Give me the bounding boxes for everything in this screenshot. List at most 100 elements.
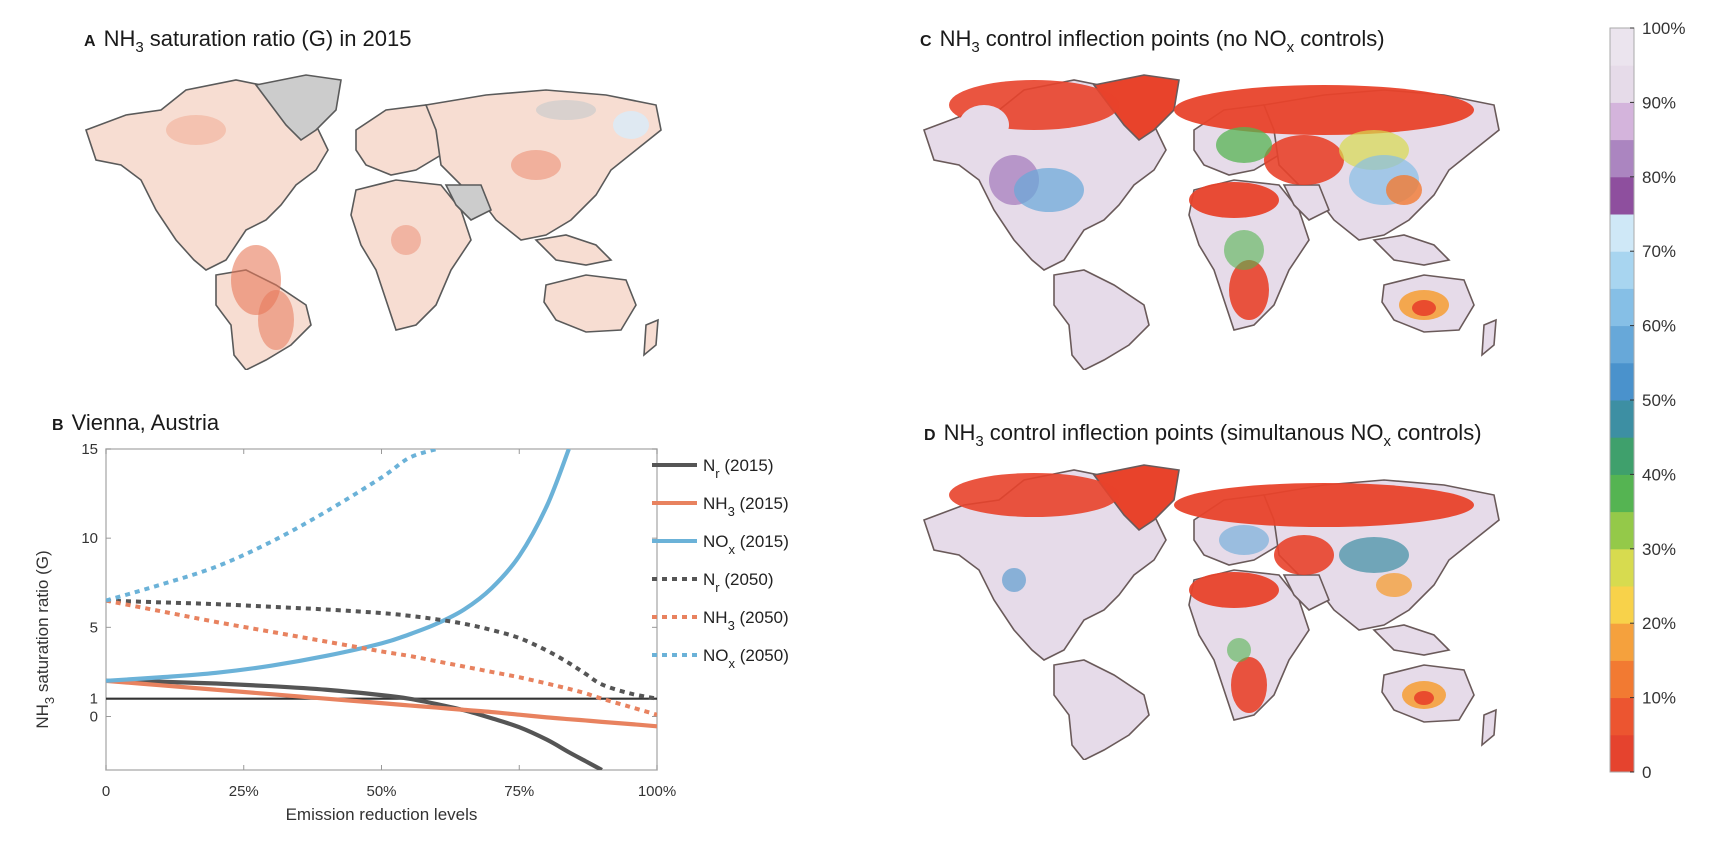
colorbar-band <box>1610 511 1634 550</box>
panel-d-title-text: NH <box>943 420 976 445</box>
panel-b-title: B Vienna, Austria <box>52 410 219 436</box>
colorbar-band <box>1610 660 1634 699</box>
panel-d-title-rest: controls) <box>1391 420 1482 445</box>
colorbar-band <box>1610 362 1634 401</box>
legend-label: NOx (2015) <box>703 532 789 557</box>
legend-label: NH3 (2015) <box>703 494 789 519</box>
colorbar-band <box>1610 214 1634 252</box>
landmass-new-zealand <box>643 318 659 357</box>
colorbar-tick-label: 10% <box>1642 689 1676 708</box>
colorbar-band <box>1610 251 1634 289</box>
plot-area <box>105 448 658 771</box>
colorbar: 0 10% 20% 30% 40% 50% 60% 70% 80% 90% 100% <box>1609 19 1685 782</box>
region-fill <box>1339 537 1409 573</box>
region-fill <box>1002 568 1026 592</box>
landmass-north-america <box>84 79 329 271</box>
panel-c-title-rest: controls) <box>1294 26 1385 51</box>
region-fill <box>1174 85 1474 135</box>
x-tick-label: 50% <box>366 783 396 800</box>
y-tick-label: 0 <box>90 709 98 726</box>
y-tick-label: 10 <box>81 530 98 547</box>
region-fill <box>1386 175 1422 205</box>
region-fill <box>1231 657 1267 713</box>
map-panel-a <box>84 74 662 370</box>
colorbar-band <box>1610 102 1634 141</box>
colorbar-band <box>1610 734 1634 773</box>
y-tick-label: 15 <box>81 441 98 458</box>
landmass-greenland <box>254 74 342 142</box>
colorbar-tick-label: 0 <box>1642 763 1651 782</box>
panel-d-title-sub: 3 <box>975 433 984 450</box>
region-fill <box>1414 691 1434 705</box>
panel-d-title-mid: control inflection points (simultanous N… <box>983 420 1384 445</box>
colorbar-tick-label: 60% <box>1642 317 1676 336</box>
series-line-nr-2015- <box>106 678 603 770</box>
region-fill <box>511 150 561 180</box>
panel-c-title: C NH3 control inflection points (no NOx c… <box>920 26 1385 56</box>
landmass-southeast-asia <box>534 234 613 266</box>
region-fill <box>949 473 1119 517</box>
region-fill <box>1174 483 1474 527</box>
landmass-europe <box>355 104 447 176</box>
panel-a-title-text: NH <box>103 26 136 51</box>
region-fill <box>536 100 596 120</box>
colorbar-tick-label: 100% <box>1642 19 1685 38</box>
colorbar-band <box>1610 28 1634 66</box>
region-fill <box>1189 572 1279 608</box>
region-fill <box>1227 638 1251 662</box>
panel-d-letter: D <box>924 427 936 444</box>
region-fill <box>1189 182 1279 218</box>
map-panel-d <box>922 464 1500 760</box>
panel-c-title-sub: 3 <box>971 39 980 56</box>
landmass-arabia <box>444 184 493 221</box>
landmass-africa <box>350 179 472 331</box>
colorbar-tick-label: 20% <box>1642 614 1676 633</box>
x-axis-label: Emission reduction levels <box>286 805 478 824</box>
panel-a-title: A NH3 saturation ratio (G) in 2015 <box>84 26 412 56</box>
legend-label: Nr (2015) <box>703 456 774 481</box>
region-fill <box>1274 535 1334 575</box>
y-axis-label: NH3 saturation ratio (G) <box>33 550 57 728</box>
landmass-arabia <box>1282 574 1331 611</box>
region-fill <box>1264 135 1344 185</box>
panel-c-title-text: NH <box>939 26 972 51</box>
series-line-nox-2015- <box>106 449 571 683</box>
colorbar-band <box>1610 548 1634 587</box>
y-tick-label: 1 <box>90 691 98 708</box>
panel-d-title: D NH3 control inflection points (simultan… <box>924 420 1482 450</box>
region-fill <box>1229 260 1269 320</box>
region-fill <box>1224 230 1264 270</box>
landmass-australia <box>543 274 637 333</box>
x-tick-label: 0 <box>102 783 110 800</box>
colorbar-band <box>1610 474 1634 513</box>
series-line-nh3-2015- <box>106 678 657 729</box>
colorbar-tick-label: 80% <box>1642 168 1676 187</box>
panel-a-title-rest: saturation ratio (G) in 2015 <box>143 26 412 51</box>
region-fill <box>258 290 294 350</box>
colorbar-band <box>1610 437 1634 475</box>
colorbar-tick-label: 50% <box>1642 391 1676 410</box>
panel-a-letter: A <box>84 33 96 50</box>
panel-c-letter: C <box>920 33 932 50</box>
panel-b-title-text: Vienna, Austria <box>71 410 220 435</box>
region-fill <box>613 111 649 139</box>
region-fill <box>1216 127 1272 163</box>
colorbar-band <box>1610 586 1634 624</box>
colorbar-tick-label: 40% <box>1642 465 1676 484</box>
landmass-arabia <box>1282 184 1331 221</box>
landmass-new-zealand <box>1481 318 1497 357</box>
colorbar-band <box>1610 65 1634 103</box>
map-panel-c <box>922 74 1500 370</box>
x-tick-label: 100% <box>638 783 676 800</box>
panel-c-title-mid: control inflection points (no NO <box>979 26 1287 51</box>
landmass-southeast-asia <box>1372 234 1451 266</box>
region-fill <box>1014 168 1084 212</box>
legend-label: Nr (2050) <box>703 570 774 595</box>
series-line-nox-2050- <box>106 449 438 603</box>
landmass-south-america <box>1053 659 1150 760</box>
colorbar-tick-label: 90% <box>1642 93 1676 112</box>
panel-c-title-sub2: x <box>1286 39 1295 56</box>
region-fill <box>391 225 421 255</box>
region-fill <box>959 105 1009 145</box>
